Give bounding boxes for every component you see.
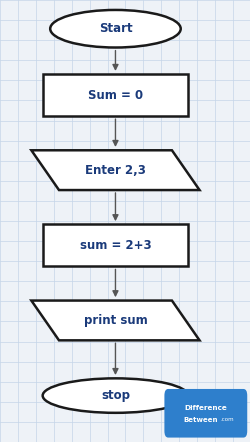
Text: stop: stop	[100, 389, 130, 402]
Polygon shape	[31, 150, 199, 190]
FancyBboxPatch shape	[42, 74, 188, 116]
FancyBboxPatch shape	[42, 224, 188, 266]
Text: Between: Between	[183, 417, 217, 423]
Polygon shape	[31, 301, 199, 340]
Ellipse shape	[42, 378, 188, 413]
Text: Enter 2,3: Enter 2,3	[85, 164, 145, 177]
Ellipse shape	[50, 10, 180, 47]
Text: Start: Start	[98, 22, 132, 35]
Text: Difference: Difference	[184, 405, 226, 412]
Text: print sum: print sum	[83, 314, 147, 327]
Text: Sum = 0: Sum = 0	[88, 88, 142, 102]
Text: .com: .com	[219, 417, 233, 422]
Text: sum = 2+3: sum = 2+3	[79, 239, 151, 252]
FancyBboxPatch shape	[164, 389, 246, 438]
